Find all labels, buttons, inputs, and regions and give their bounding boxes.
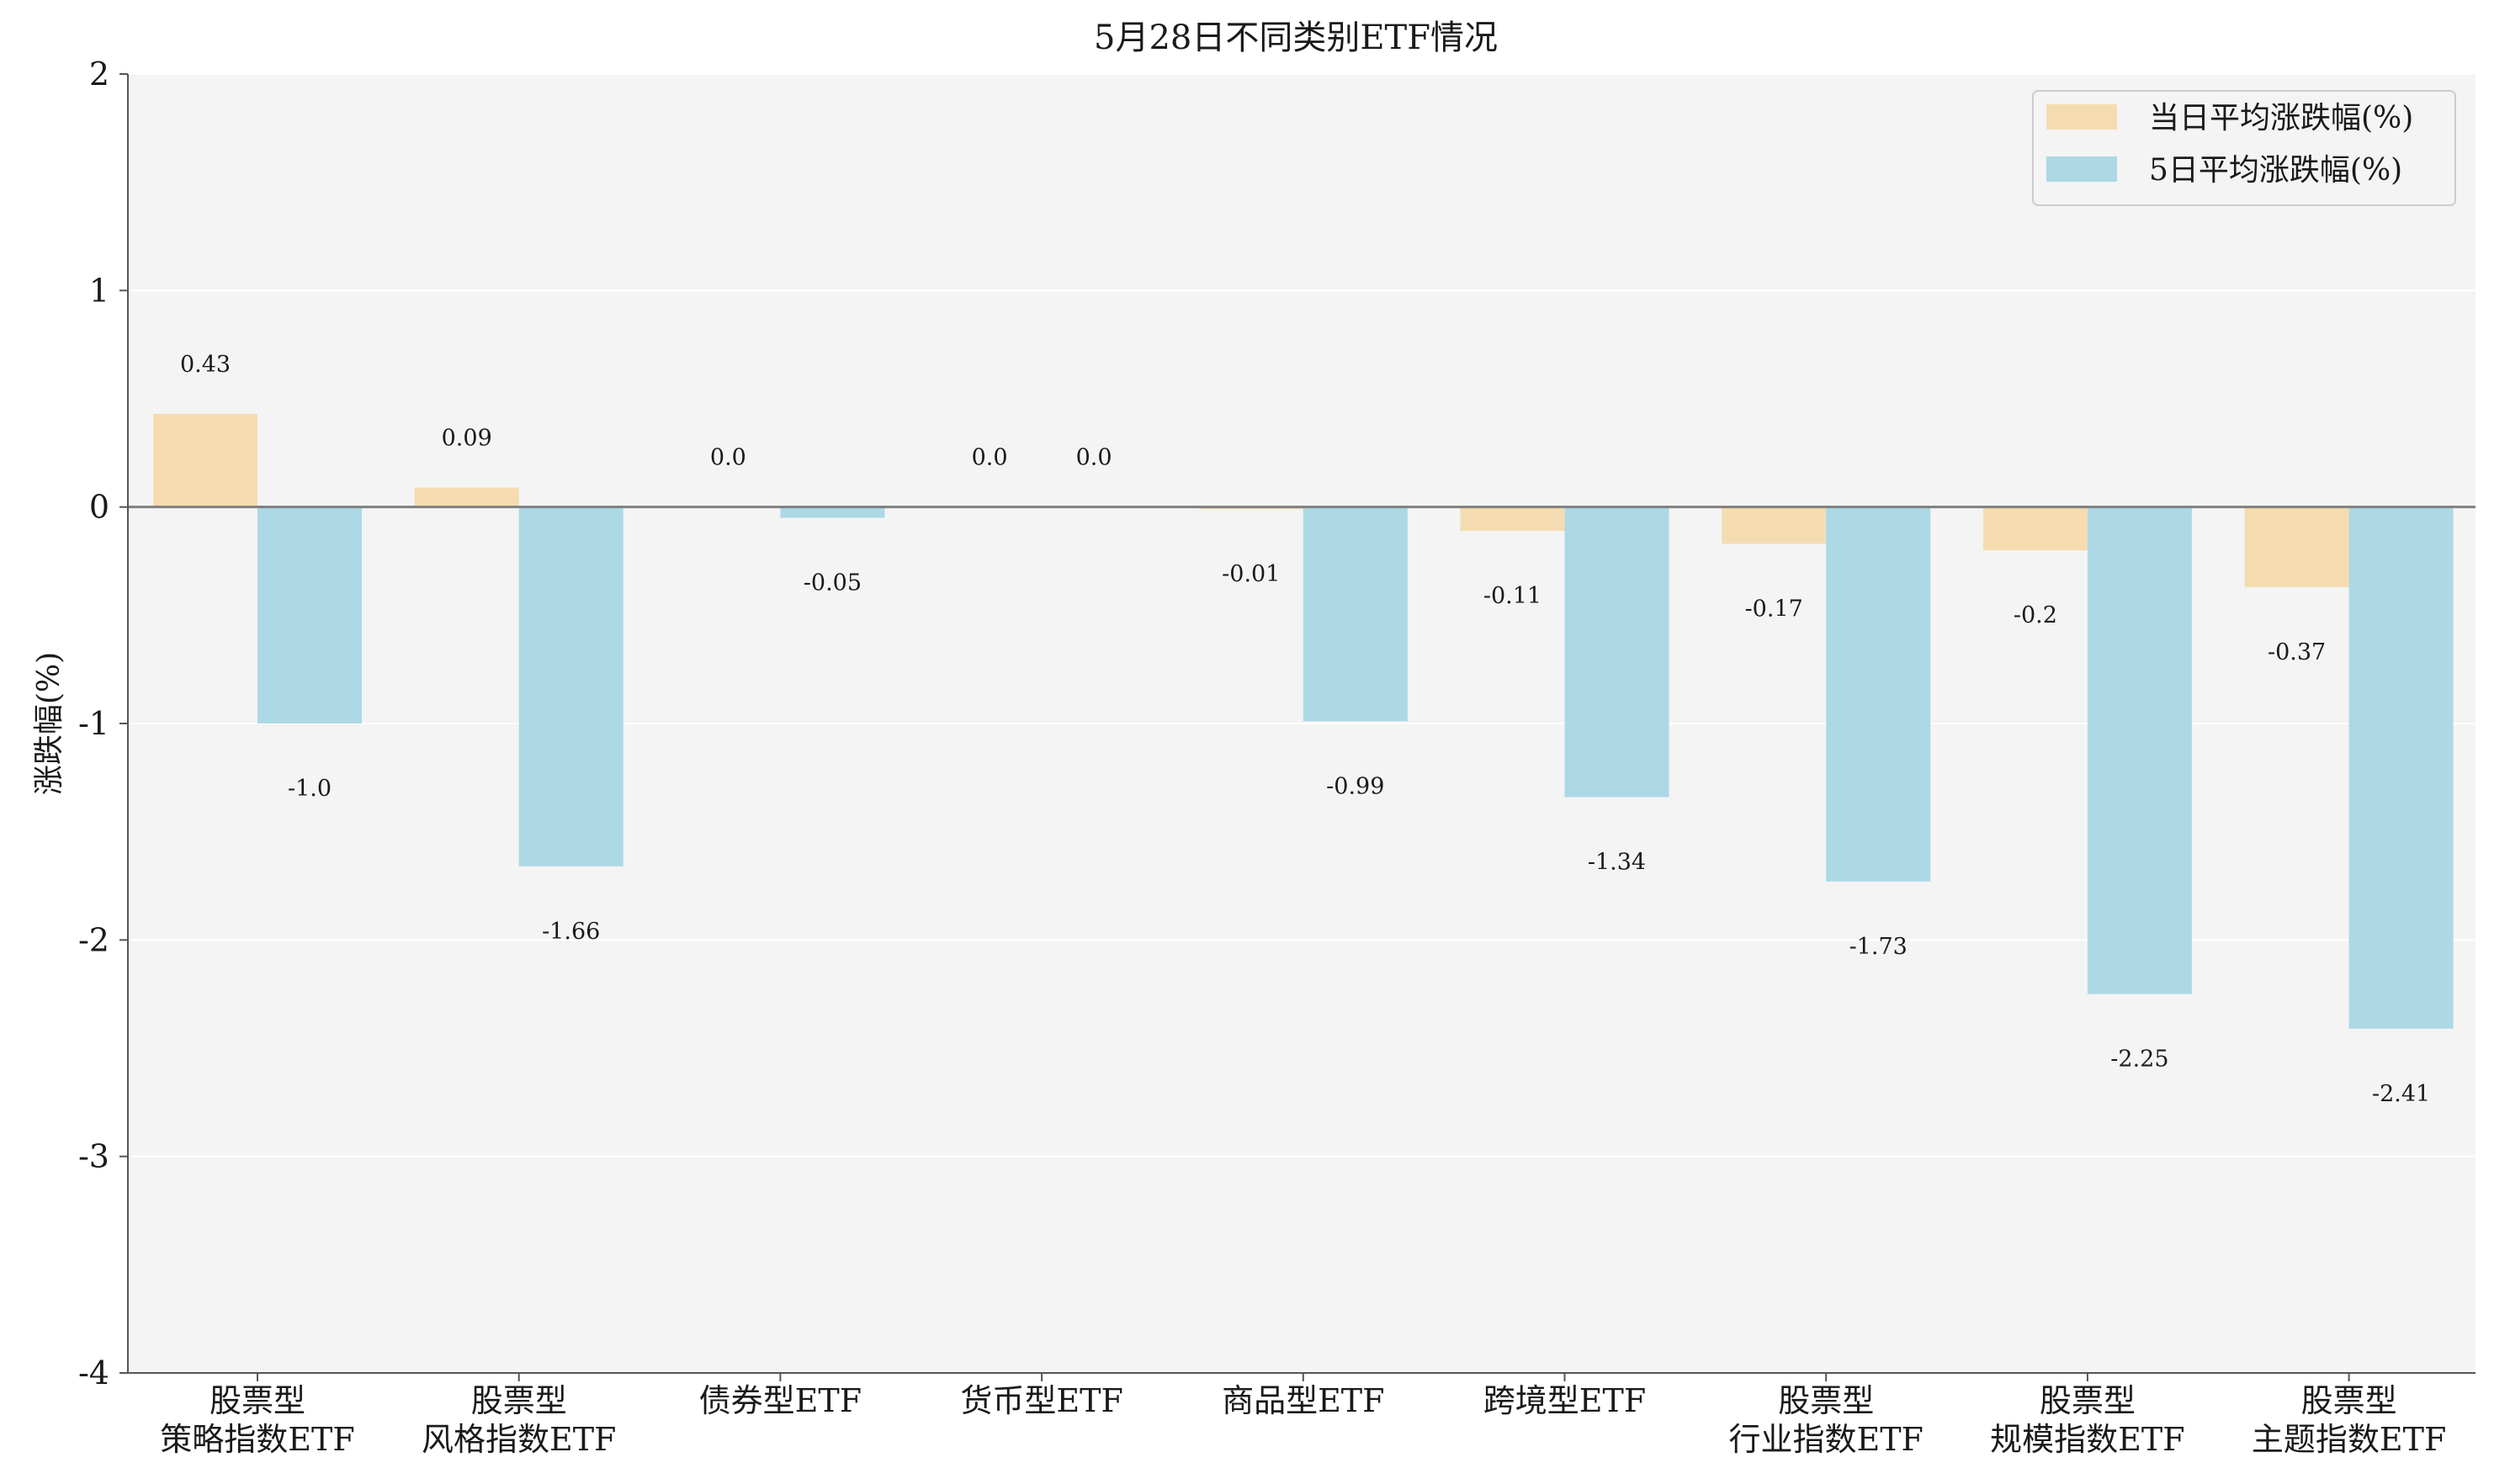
- x-tick-label: 股票型: [1778, 1382, 1874, 1419]
- x-tick-label: 主题指数ETF: [2252, 1421, 2446, 1458]
- data-label-daily: 0.09: [442, 426, 492, 452]
- bar-daily: [1982, 506, 2088, 551]
- bar-5day: [518, 506, 624, 867]
- bar-5day: [780, 506, 885, 518]
- data-label-daily: -0.37: [2268, 639, 2326, 665]
- x-tick-label: 股票型: [2301, 1382, 2397, 1419]
- legend: 当日平均涨跌幅(%) 5日平均涨跌幅(%): [2032, 90, 2456, 206]
- x-tick-label: 货币型ETF: [960, 1382, 1122, 1419]
- data-label-daily: 0.43: [180, 352, 231, 378]
- x-tick-label: 股票型: [471, 1382, 567, 1419]
- data-label-daily: 0.0: [972, 445, 1008, 471]
- data-label-5day: -0.99: [1326, 773, 1384, 799]
- x-tick-label: 商品型ETF: [1222, 1382, 1384, 1419]
- y-tick-label: 2: [89, 56, 109, 93]
- bars: [153, 414, 2454, 1029]
- data-label-5day: -2.41: [2372, 1081, 2430, 1107]
- x-tick-label: 跨境型ETF: [1483, 1382, 1646, 1419]
- y-tick-label: 1: [89, 272, 109, 309]
- data-label-daily: -0.17: [1745, 596, 1803, 622]
- bar-5day: [1826, 506, 1931, 882]
- y-axis-label: 涨跌幅(%): [32, 652, 66, 795]
- x-tick-label: 风格指数ETF: [422, 1421, 616, 1458]
- bar-daily: [1722, 506, 1827, 544]
- bar-daily: [414, 487, 519, 507]
- x-tick-label: 规模指数ETF: [1990, 1421, 2184, 1458]
- y-tick-label: -2: [78, 921, 109, 958]
- legend-label-daily: 当日平均涨跌幅(%): [2149, 101, 2413, 135]
- data-label-5day: 0.0: [1076, 445, 1112, 471]
- data-labels: 0.43 0.09 0.0 0.0 -0.01 -0.11 -0.17 -0.2 -0.37 -1…: [180, 352, 2430, 1107]
- bar-daily: [1460, 506, 1565, 531]
- legend-label-5day: 5日平均涨跌幅(%): [2149, 153, 2402, 188]
- bar-daily: [153, 414, 257, 507]
- data-label-5day: -0.05: [804, 570, 862, 596]
- y-tick-label: -1: [78, 705, 109, 742]
- bar-5day: [1564, 506, 1669, 798]
- y-tick-label: -4: [78, 1354, 109, 1391]
- data-label-5day: -1.66: [542, 919, 600, 945]
- data-label-5day: -1.0: [288, 776, 332, 802]
- data-label-5day: -1.73: [1849, 934, 1908, 960]
- legend-swatch-daily: [2046, 104, 2117, 130]
- data-label-daily: 0.0: [710, 445, 746, 471]
- data-label-5day: -2.25: [2110, 1047, 2168, 1073]
- bar-5day: [1303, 506, 1408, 722]
- x-tick-label: 债券型ETF: [699, 1382, 862, 1419]
- x-tick-label: 股票型: [210, 1382, 305, 1419]
- data-label-5day: -1.34: [1588, 849, 1646, 875]
- bar-5day: [2087, 506, 2192, 994]
- data-label-daily: -0.11: [1483, 583, 1542, 609]
- data-label-daily: -0.01: [1222, 561, 1280, 587]
- x-tick-label: 股票型: [2040, 1382, 2136, 1419]
- x-tick-label: 策略指数ETF: [160, 1421, 354, 1458]
- bar-5day: [257, 506, 362, 723]
- legend-box: [2032, 90, 2456, 206]
- bar-daily: [2244, 506, 2349, 587]
- y-tick-label: -3: [78, 1138, 109, 1175]
- data-label-daily: -0.2: [2014, 602, 2057, 628]
- x-tick-label: 行业指数ETF: [1728, 1421, 1923, 1458]
- bar-5day: [2348, 506, 2454, 1029]
- legend-swatch-5day: [2046, 156, 2117, 182]
- chart-title: 5月28日不同类别ETF情况: [1094, 19, 1498, 57]
- y-tick-label: 0: [89, 489, 109, 526]
